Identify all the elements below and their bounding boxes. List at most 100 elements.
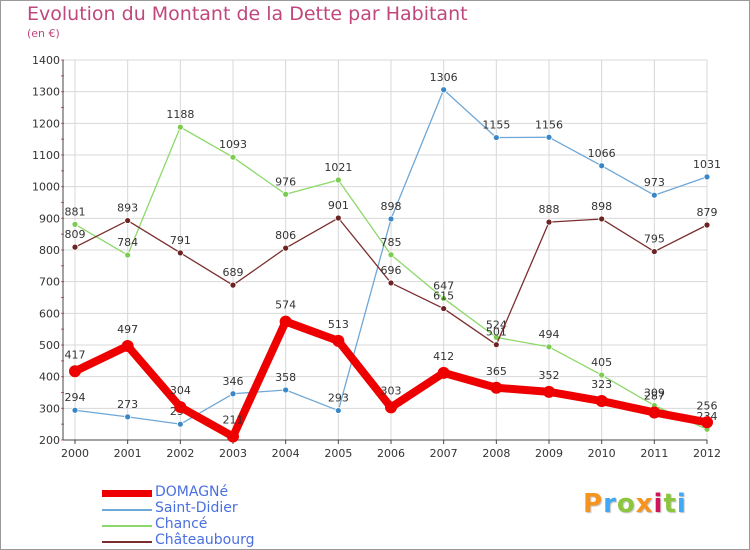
x-tick-label: 2006 — [377, 447, 405, 460]
data-label-chateaubourg: 901 — [328, 199, 349, 212]
data-point-chateaubourg — [176, 249, 184, 257]
data-label-saint-didier: 346 — [223, 375, 244, 388]
data-point-chateaubourg — [650, 248, 658, 255]
y-tick-label: 700 — [39, 276, 60, 289]
y-tick-label: 300 — [39, 402, 60, 415]
data-point-saint-didier — [124, 413, 132, 421]
data-label-domagne: 574 — [275, 299, 296, 312]
data-point-chance — [334, 176, 342, 184]
data-point-domagne — [69, 365, 81, 378]
data-label-saint-didier: 973 — [644, 176, 665, 189]
legend-swatch-domagne — [102, 490, 152, 497]
data-point-chance — [124, 251, 132, 259]
data-point-chateaubourg — [334, 214, 342, 222]
data-point-chance — [229, 153, 237, 161]
data-label-saint-didier: 898 — [381, 200, 402, 213]
data-label-chateaubourg: 879 — [697, 206, 718, 219]
data-label-chance: 309 — [644, 386, 665, 399]
data-label-domagne: 287 — [644, 389, 665, 402]
data-point-chateaubourg — [598, 215, 606, 223]
y-tick-label: 600 — [39, 307, 60, 320]
logo-letter: P — [583, 489, 604, 519]
data-point-saint-didier — [492, 134, 500, 141]
data-point-domagne — [437, 366, 450, 379]
data-label-domagne: 211 — [223, 414, 244, 427]
y-tick-label: 1000 — [32, 181, 60, 194]
data-label-chance: 881 — [65, 205, 86, 218]
legend-swatch-chateaubourg — [102, 541, 152, 543]
data-label-chateaubourg: 898 — [591, 200, 612, 213]
data-point-chance — [176, 123, 184, 131]
data-point-saint-didier — [387, 215, 395, 223]
x-tick-label: 2005 — [324, 447, 352, 460]
data-label-chance: 784 — [117, 236, 138, 249]
data-point-chateaubourg — [124, 217, 132, 224]
data-label-chateaubourg: 795 — [644, 233, 665, 246]
data-label-saint-didier: 1155 — [482, 119, 510, 132]
y-tick-label: 400 — [39, 371, 60, 384]
legend-item-saint-didier: Saint-Didier — [102, 500, 322, 518]
data-point-domagne — [174, 401, 187, 414]
data-label-domagne: 513 — [328, 318, 349, 331]
chart-legend: DOMAGNé Saint-Didier Chancé Châteaubourg — [102, 484, 322, 550]
data-label-chance: 1188 — [166, 108, 194, 121]
data-point-domagne — [385, 401, 397, 414]
x-tick-label: 2011 — [640, 447, 668, 460]
chart-title: Evolution du Montant de la Dette par Hab… — [27, 3, 468, 25]
data-point-saint-didier — [334, 407, 342, 414]
data-label-domagne: 304 — [170, 384, 191, 397]
logo-letter: r — [603, 489, 617, 519]
y-tick-label: 1300 — [32, 86, 60, 99]
data-label-saint-didier: 294 — [65, 391, 86, 404]
data-label-domagne: 417 — [65, 348, 86, 361]
chart-subtitle: (en €) — [27, 27, 60, 40]
logo-letter: x — [635, 489, 654, 519]
legend-item-chance: Chancé — [102, 516, 322, 534]
data-label-domagne: 256 — [697, 399, 718, 412]
logo-letter: i — [653, 489, 664, 519]
data-point-domagne — [490, 381, 503, 394]
data-label-saint-didier: 1066 — [588, 147, 616, 160]
y-tick-label: 1200 — [32, 117, 60, 130]
legend-label-chateaubourg: Châteaubourg — [155, 532, 255, 548]
data-label-chance: 785 — [381, 236, 402, 249]
x-tick-label: 2000 — [61, 447, 89, 460]
data-label-saint-didier: 1306 — [430, 71, 458, 84]
data-point-chance — [440, 295, 448, 302]
data-point-chance — [545, 343, 553, 351]
data-label-chance: 524 — [486, 318, 507, 331]
legend-swatch-saint-didier — [102, 509, 152, 511]
data-label-domagne: 497 — [117, 323, 138, 336]
proxiti-logo: Proxiti — [583, 489, 687, 519]
data-label-chateaubourg: 501 — [486, 326, 507, 339]
data-label-chance: 494 — [539, 328, 560, 341]
data-point-domagne — [595, 395, 608, 408]
data-label-chateaubourg: 696 — [381, 264, 402, 277]
data-point-saint-didier — [71, 406, 79, 414]
data-point-chateaubourg — [282, 244, 290, 252]
data-label-saint-didier: 358 — [275, 371, 296, 384]
x-tick-label: 2007 — [430, 447, 458, 460]
legend-label-chance: Chancé — [155, 516, 208, 532]
data-label-chateaubourg: 809 — [65, 228, 86, 241]
data-point-chateaubourg — [229, 281, 237, 289]
data-label-chance: 1021 — [324, 161, 352, 174]
data-label-saint-didier: 1156 — [535, 118, 563, 131]
x-tick-label: 2009 — [535, 447, 563, 460]
data-point-saint-didier — [282, 386, 290, 394]
x-tick-label: 2003 — [219, 447, 247, 460]
data-point-saint-didier — [229, 390, 237, 398]
data-label-domagne: 412 — [433, 350, 454, 363]
data-point-chance — [387, 251, 395, 259]
data-label-chance: 405 — [591, 356, 612, 369]
data-label-chance: 1093 — [219, 138, 247, 151]
data-point-domagne — [543, 385, 555, 398]
data-label-domagne: 323 — [591, 378, 612, 391]
data-point-chance — [282, 190, 290, 198]
data-point-saint-didier — [440, 86, 448, 94]
logo-letter: t — [663, 489, 677, 519]
data-label-chateaubourg: 689 — [223, 266, 244, 279]
data-point-saint-didier — [703, 173, 711, 181]
data-label-chateaubourg: 893 — [117, 202, 138, 215]
